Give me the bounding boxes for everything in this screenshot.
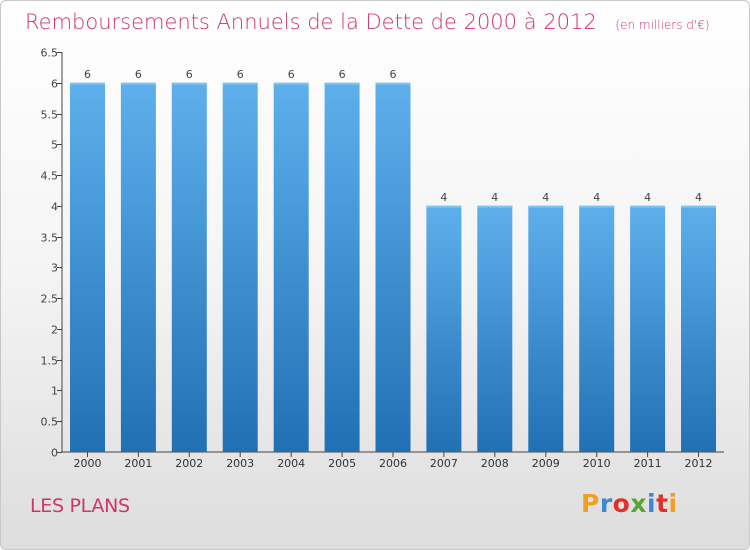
x-tick-label: 2009 — [532, 457, 560, 470]
bar-top-highlight — [681, 205, 716, 208]
y-tick-label: 2 — [51, 324, 58, 337]
logo-letter: i — [647, 489, 657, 518]
bar-top-highlight — [70, 82, 105, 85]
logo-letter: o — [612, 489, 631, 518]
bar — [477, 205, 513, 452]
x-tick-label: 2004 — [277, 457, 305, 470]
bar-top-highlight — [579, 205, 615, 208]
bar — [375, 82, 411, 453]
y-tick-label: 6 — [51, 78, 58, 91]
bar-top-highlight — [324, 82, 360, 85]
bar — [70, 82, 105, 453]
y-tick-label: 4 — [51, 201, 58, 214]
x-tick-label: 2010 — [583, 457, 611, 470]
chart-title: Remboursements Annuels de la Dette de 20… — [25, 10, 710, 34]
data-label: 4 — [440, 191, 447, 204]
y-tick-label: 1 — [51, 385, 58, 398]
y-tick-label: 6.5 — [41, 47, 59, 60]
x-tick-label: 2008 — [481, 457, 509, 470]
data-label: 6 — [390, 68, 397, 81]
logo-letter: x — [630, 489, 647, 518]
data-label: 4 — [644, 191, 651, 204]
y-tick-label: 0 — [51, 447, 58, 460]
data-label: 4 — [695, 191, 702, 204]
x-tick-label: 2003 — [226, 457, 254, 470]
bar — [273, 82, 309, 453]
bar — [681, 205, 716, 452]
x-tick-label: 2012 — [685, 457, 713, 470]
bar-top-highlight — [528, 205, 564, 208]
bar-top-highlight — [426, 205, 462, 208]
data-label: 6 — [339, 68, 346, 81]
x-tick-label: 2007 — [430, 457, 458, 470]
logo-letter: r — [599, 489, 613, 518]
bar — [120, 82, 156, 453]
y-tick-label: 3.5 — [41, 232, 59, 245]
data-label: 6 — [237, 68, 244, 81]
x-tick-label: 2002 — [175, 457, 203, 470]
data-label: 4 — [542, 191, 549, 204]
chart-unit-label: (en milliers d'€) — [615, 18, 710, 32]
data-label: 6 — [135, 68, 142, 81]
data-label: 6 — [288, 68, 295, 81]
bar — [630, 205, 666, 452]
bar-top-highlight — [273, 82, 309, 85]
bar — [171, 82, 207, 453]
chart-title-text: Remboursements Annuels de la Dette de 20… — [25, 10, 597, 34]
bar — [528, 205, 564, 452]
x-tick-label: 2005 — [328, 457, 356, 470]
bar-top-highlight — [477, 205, 513, 208]
logo-letter: t — [656, 489, 669, 518]
y-tick-label: 0.5 — [41, 416, 59, 429]
data-label: 6 — [186, 68, 193, 81]
logo-letter: i — [668, 489, 678, 518]
y-tick-label: 4.5 — [41, 170, 59, 183]
bar — [324, 82, 360, 453]
proxiti-logo: Proxiti — [581, 489, 678, 518]
x-tick-label: 2000 — [74, 457, 102, 470]
data-label: 6 — [84, 68, 91, 81]
x-tick-label: 2006 — [379, 457, 407, 470]
data-label: 4 — [491, 191, 498, 204]
place-name: LES PLANS — [30, 495, 130, 517]
bar — [222, 82, 258, 453]
y-tick-label: 5 — [51, 139, 58, 152]
logo-letter: P — [581, 489, 600, 518]
x-tick-label: 2001 — [124, 457, 152, 470]
y-tick-label: 3 — [51, 262, 58, 275]
y-tick-label: 5.5 — [41, 109, 59, 122]
bar-top-highlight — [171, 82, 207, 85]
bar — [426, 205, 462, 452]
x-tick-label: 2011 — [634, 457, 662, 470]
bar-top-highlight — [630, 205, 666, 208]
bar-top-highlight — [375, 82, 411, 85]
bar-top-highlight — [120, 82, 156, 85]
bar-top-highlight — [222, 82, 258, 85]
y-tick-label: 1.5 — [41, 355, 59, 368]
data-label: 4 — [593, 191, 600, 204]
y-tick-label: 2.5 — [41, 293, 59, 306]
bar — [579, 205, 615, 452]
